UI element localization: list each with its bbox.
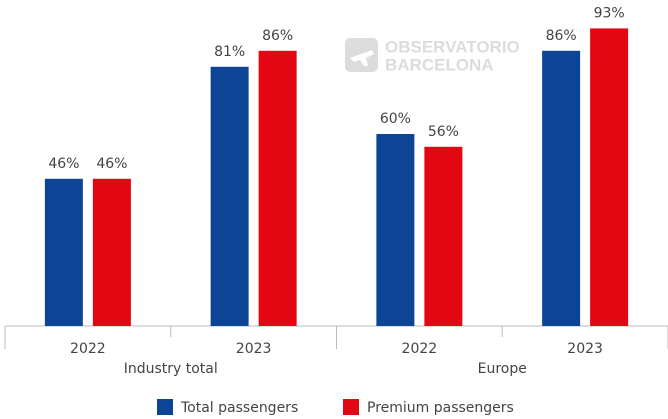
group-label: Industry total	[124, 361, 218, 377]
value-label: 86%	[262, 28, 293, 44]
legend-label: Total passengers	[180, 400, 298, 416]
watermark-plane	[350, 50, 374, 66]
legend-swatch	[343, 399, 359, 415]
watermark: OBSERVATORIO BARCELONA	[345, 37, 520, 74]
x-tick-label: 2022	[402, 341, 438, 357]
bar	[590, 28, 629, 327]
group-label: Europe	[478, 361, 527, 377]
value-label: 46%	[96, 156, 127, 172]
watermark-text: BARCELONA	[385, 55, 494, 74]
value-label: 46%	[48, 156, 79, 172]
bar	[210, 66, 249, 327]
value-label: 56%	[428, 124, 459, 140]
bar	[424, 146, 463, 326]
bar	[44, 178, 83, 326]
x-tick-label: 2022	[70, 341, 106, 357]
bar	[376, 134, 415, 326]
x-tick-label: 2023	[567, 341, 603, 357]
value-label: 93%	[594, 5, 625, 21]
bar	[92, 178, 131, 326]
legend-label: Premium passengers	[367, 400, 514, 416]
bar	[258, 50, 297, 327]
value-label: 81%	[214, 44, 245, 60]
watermark-text: OBSERVATORIO	[385, 37, 520, 56]
value-label: 60%	[380, 111, 411, 127]
legend-swatch	[157, 399, 173, 415]
value-label: 86%	[546, 28, 577, 44]
x-tick-label: 2023	[236, 341, 272, 357]
bar	[542, 50, 581, 327]
